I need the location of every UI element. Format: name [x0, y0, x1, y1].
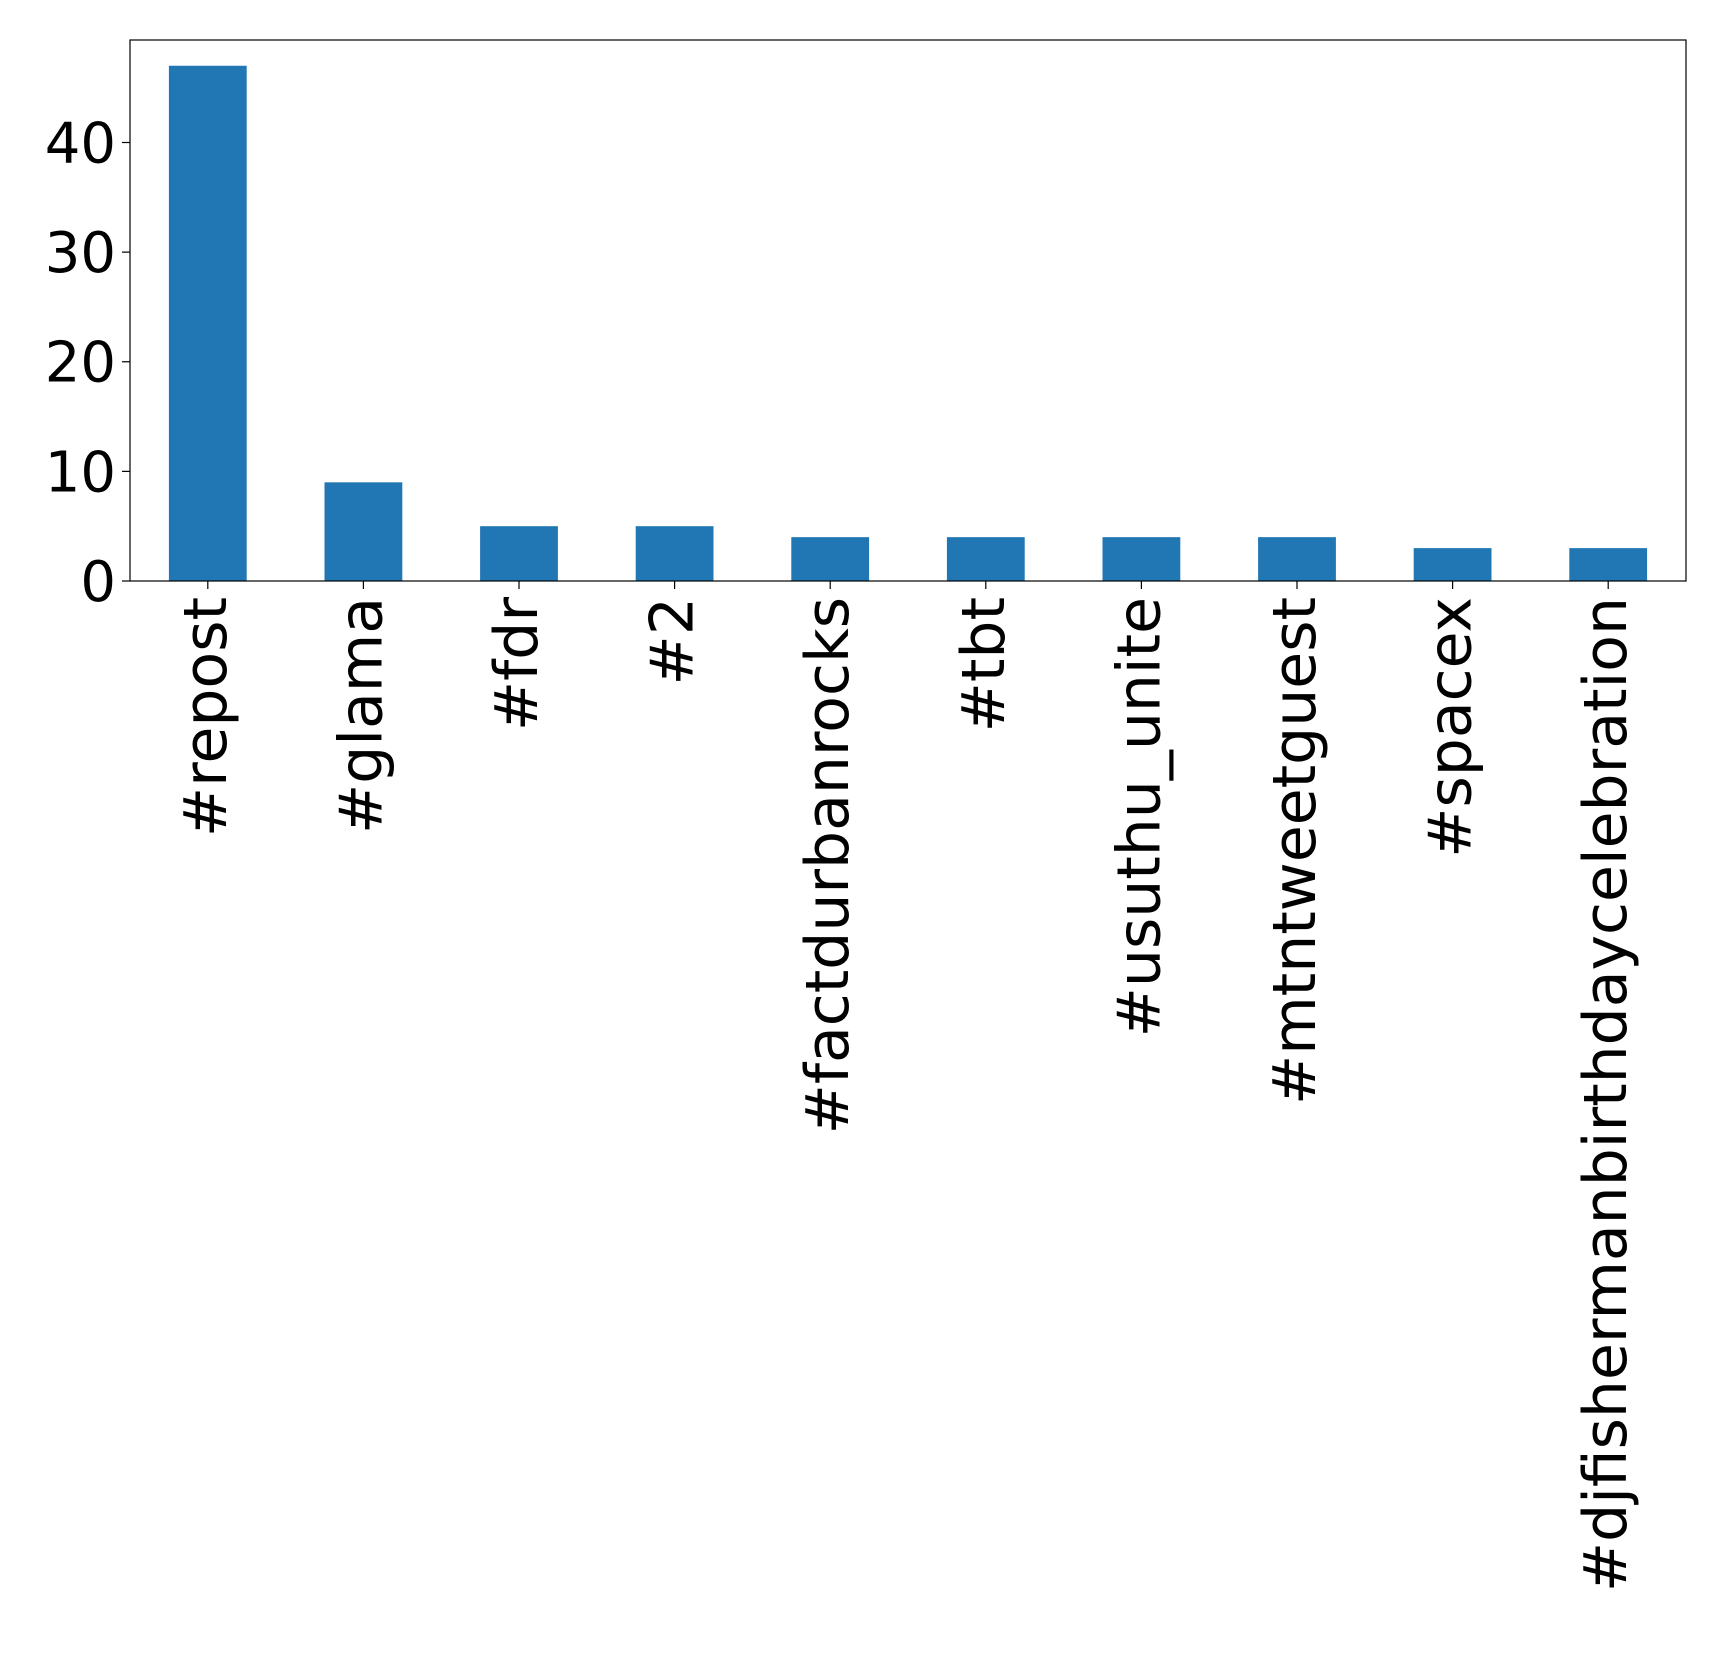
- x-tick-label-5: #tbt: [949, 597, 1019, 732]
- x-tick-label-8: #spacex: [1416, 597, 1486, 858]
- y-tick-label-4: 40: [45, 111, 116, 176]
- y-tick-label-2: 20: [45, 331, 116, 396]
- bar-6: [1102, 537, 1181, 581]
- bar-7: [1258, 537, 1336, 581]
- y-tick-label-1: 10: [45, 440, 116, 505]
- bar-2: [480, 526, 558, 581]
- x-tick-label-3: #2: [638, 597, 708, 685]
- y-tick-label-3: 30: [45, 221, 116, 286]
- bar-4: [791, 537, 870, 581]
- bar-3: [635, 526, 714, 581]
- bar-9: [1569, 548, 1648, 581]
- plot-frame: [129, 39, 1687, 582]
- y-tick-label-0: 0: [80, 550, 116, 615]
- x-axis: #repost #glama #fdr #2 #factdurbanrocks #tbt #…: [171, 581, 1641, 1592]
- x-tick-label-9: #djfishermanbirthdaycelebration: [1571, 597, 1641, 1592]
- bars-group: [168, 65, 1648, 581]
- x-tick-label-1: #glama: [326, 597, 396, 834]
- y-axis: 0 10 20 30 40: [45, 111, 130, 615]
- bar-5: [946, 537, 1025, 581]
- x-tick-label-0: #repost: [171, 597, 241, 837]
- x-tick-label-4: #factdurbanrocks: [793, 597, 863, 1134]
- bar-0: [168, 65, 247, 581]
- x-tick-label-7: #mtntweetguest: [1260, 597, 1330, 1105]
- x-tick-label-6: #usuthu_unite: [1104, 597, 1174, 1037]
- bar-8: [1413, 548, 1492, 581]
- x-tick-label-2: #fdr: [482, 597, 552, 731]
- bar-1: [324, 482, 403, 581]
